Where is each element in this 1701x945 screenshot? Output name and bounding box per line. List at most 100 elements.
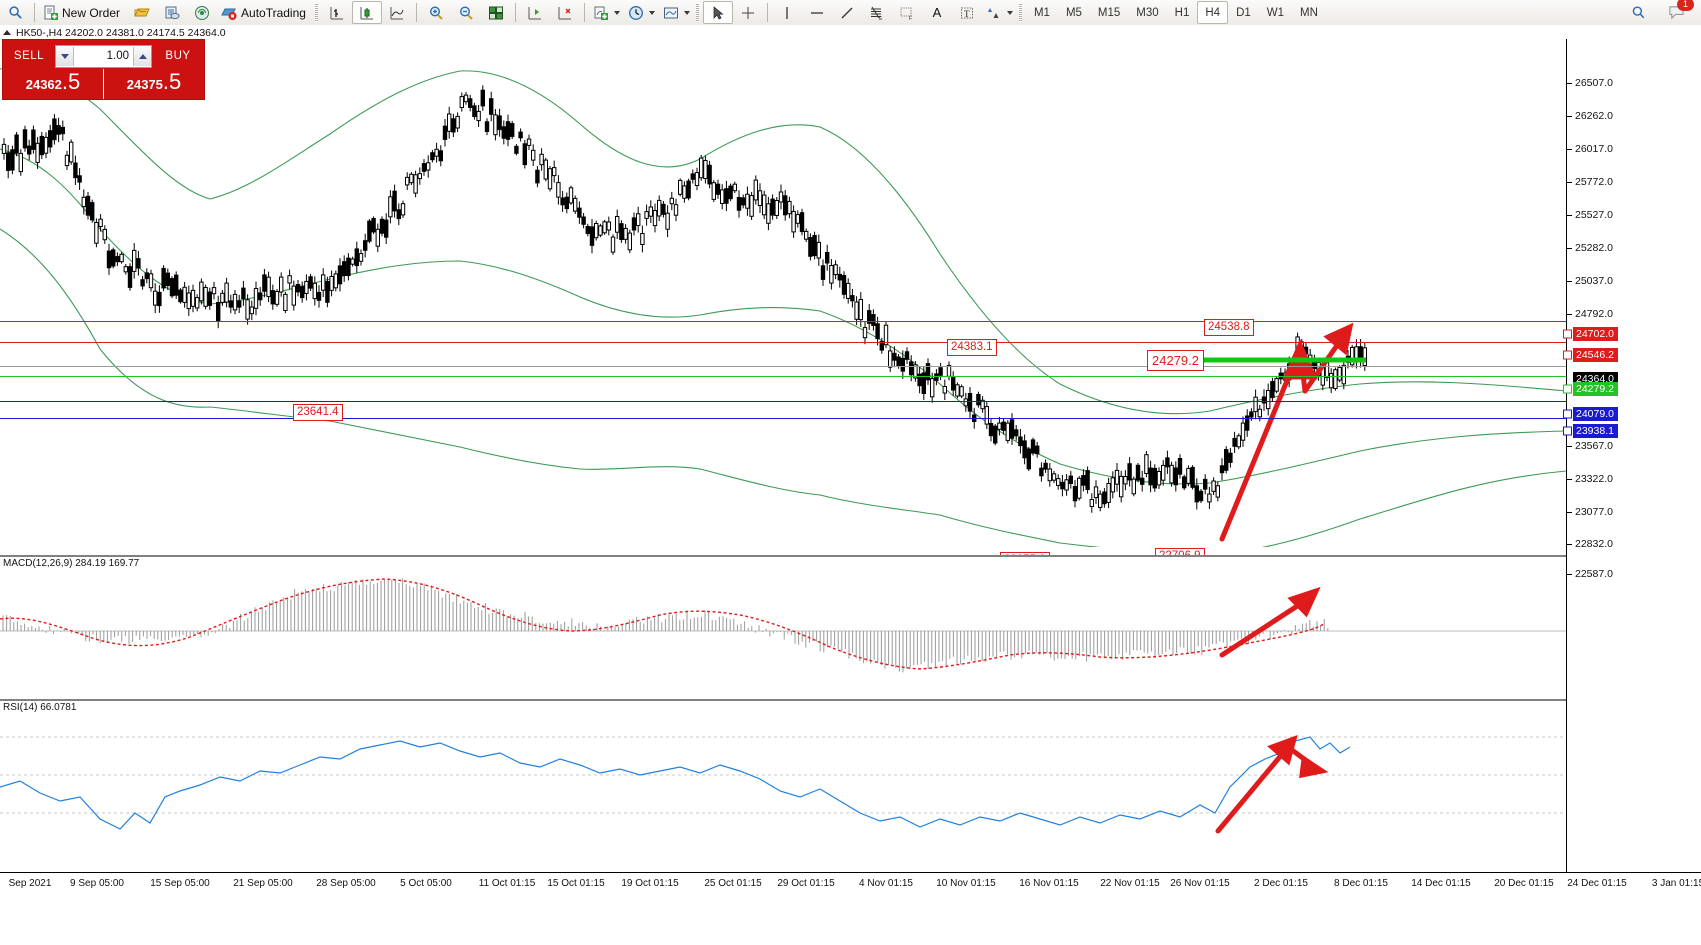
zoom-in-icon[interactable]	[421, 1, 451, 24]
toolbar-grip[interactable]	[695, 3, 699, 22]
channel-icon[interactable]: F	[892, 1, 922, 24]
axis-tick	[1567, 182, 1572, 183]
axis-tick	[1567, 314, 1572, 315]
main-toolbar: New Order AutoTrading	[0, 0, 1701, 26]
search-icon[interactable]	[0, 1, 30, 24]
axis-tick	[1567, 149, 1572, 150]
time-axis[interactable]: Sep 2021 9 Sep 05:00 15 Sep 05:00 21 Sep 05…	[0, 872, 1701, 895]
timeframe-m30[interactable]: M30	[1136, 6, 1159, 19]
magnifier-icon[interactable]	[1623, 1, 1653, 24]
level-line-24546	[0, 342, 1566, 343]
candlestick-chart-icon[interactable]	[351, 1, 382, 24]
buy-button[interactable]: BUY	[165, 50, 191, 62]
terminal-icon[interactable]	[157, 1, 187, 24]
cursor-icon[interactable]	[702, 1, 733, 24]
sell-price[interactable]: 24362 .5	[3, 69, 104, 99]
chart-annotation[interactable]: 23641.4	[293, 404, 343, 421]
chevron-down-icon[interactable]	[613, 10, 620, 15]
svg-text:F: F	[909, 16, 912, 21]
toolbar-grip[interactable]	[1018, 3, 1022, 22]
timeframe-h1[interactable]: H1	[1174, 6, 1190, 19]
price-level-support[interactable]: 24279.2	[1573, 382, 1618, 396]
signals-icon[interactable]	[187, 1, 217, 24]
volume-decrease-button[interactable]	[56, 46, 74, 66]
chart-annotation[interactable]: 24383.1	[947, 339, 997, 356]
templates-button[interactable]	[659, 1, 694, 24]
rsi-chart-svg	[0, 735, 1566, 834]
new-order-button[interactable]: New Order	[39, 1, 127, 24]
chart-area[interactable]: HK50-,H4 24202.0 24381.0 24174.5 24364.0	[0, 25, 1701, 945]
price-level-handle[interactable]	[1563, 350, 1572, 360]
time-axis-label: 16 Nov 01:15	[1019, 878, 1079, 889]
fibonacci-icon[interactable]: E	[862, 1, 892, 24]
text-icon[interactable]: A	[932, 5, 942, 20]
alert-icon[interactable]: 1	[1661, 0, 1694, 24]
bar-chart-icon[interactable]	[322, 1, 352, 24]
line-chart-icon[interactable]	[382, 1, 412, 24]
price-level-handle[interactable]	[1563, 426, 1572, 436]
toolbar-divider	[766, 3, 768, 22]
axis-tick-label: 23567.0	[1575, 440, 1613, 452]
time-axis-label: 11 Oct 01:15	[478, 878, 536, 889]
price-axis[interactable]: 26507.0 26262.0 26017.0 25772.0 25527.0 25282…	[1563, 39, 1701, 872]
price-level-resistance[interactable]: 24702.0	[1573, 327, 1618, 341]
axis-tick-label: 26507.0	[1575, 77, 1613, 89]
chart-annotation[interactable]: 24279.2	[1147, 350, 1204, 371]
axis-tick	[1567, 574, 1572, 575]
macd-pane[interactable]: MACD(12,26,9) 284.19 169.77 433.230.00-4…	[0, 555, 1606, 699]
price-level-level[interactable]: 23938.1	[1573, 424, 1618, 438]
price-level-handle[interactable]	[1563, 329, 1572, 339]
symbol-header: HK50-,H4 24202.0 24381.0 24174.5 24364.0	[0, 26, 226, 39]
autotrading-button[interactable]: AutoTrading	[217, 1, 313, 24]
timeframe-h4[interactable]: H4	[1197, 1, 1229, 24]
toolbar-divider	[514, 3, 516, 22]
sell-button[interactable]: SELL	[13, 50, 45, 62]
axis-tick-label: 24792.0	[1575, 308, 1613, 320]
add-indicator-button[interactable]	[589, 1, 624, 24]
rsi-pane[interactable]: RSI(14) 66.0781 100805015	[0, 699, 1589, 874]
shapes-icon[interactable]	[982, 1, 1017, 24]
toolbar-grip[interactable]	[314, 3, 318, 22]
one-click-trading-panel[interactable]: SELL 1.00 BUY 24362 .5 24375 .5	[2, 39, 205, 100]
trendline-icon[interactable]	[832, 1, 862, 24]
timeframe-w1[interactable]: W1	[1266, 6, 1285, 19]
horizontal-line-icon[interactable]	[802, 1, 832, 24]
time-axis-label: 15 Sep 05:00	[150, 878, 210, 889]
volume-input[interactable]: 1.00	[106, 50, 129, 62]
axis-tick	[1567, 116, 1572, 117]
chevron-down-icon[interactable]	[683, 10, 690, 15]
timeframe-mn[interactable]: MN	[1300, 6, 1318, 19]
price-level-handle[interactable]	[1563, 409, 1572, 419]
autotrading-label: AutoTrading	[241, 5, 306, 20]
price-pane[interactable]: 24538.824383.124279.223641.422655.022706…	[0, 39, 1566, 569]
period-button[interactable]	[624, 1, 659, 24]
timeframe-m15[interactable]: M15	[1097, 6, 1121, 19]
axis-tick-label: 25527.0	[1575, 209, 1613, 221]
auto-scroll-icon[interactable]	[550, 1, 580, 24]
volume-increase-button[interactable]	[133, 46, 151, 66]
vertical-line-icon[interactable]	[772, 1, 802, 24]
chevron-down-icon[interactable]	[1006, 10, 1013, 15]
sell-price-main: 24362	[25, 77, 62, 92]
svg-text:E: E	[879, 16, 883, 21]
price-level-resistance[interactable]: 24546.2	[1573, 348, 1618, 362]
price-level-handle[interactable]	[1563, 384, 1572, 394]
timeframe-d1[interactable]: D1	[1236, 6, 1251, 19]
chart-annotation[interactable]: 24538.8	[1204, 319, 1254, 336]
text-label-icon[interactable]: T	[952, 1, 982, 24]
timeframe-m1[interactable]: M1	[1033, 6, 1050, 19]
buy-price[interactable]: 24375 .5	[104, 69, 204, 99]
timeframe-m5[interactable]: M5	[1065, 6, 1082, 19]
chevron-down-icon[interactable]	[648, 10, 655, 15]
axis-tick	[1567, 544, 1572, 545]
tile-windows-icon[interactable]	[481, 1, 511, 24]
time-axis-label: 28 Sep 05:00	[316, 878, 376, 889]
crosshair-icon[interactable]	[733, 1, 763, 24]
chart-shift-icon[interactable]	[520, 1, 550, 24]
chart-collapse-icon[interactable]	[3, 30, 11, 35]
data-folder-icon[interactable]	[127, 1, 157, 24]
zoom-out-icon[interactable]	[451, 1, 481, 24]
price-level-level[interactable]: 24079.0	[1573, 407, 1618, 421]
axis-tick	[1567, 479, 1572, 480]
